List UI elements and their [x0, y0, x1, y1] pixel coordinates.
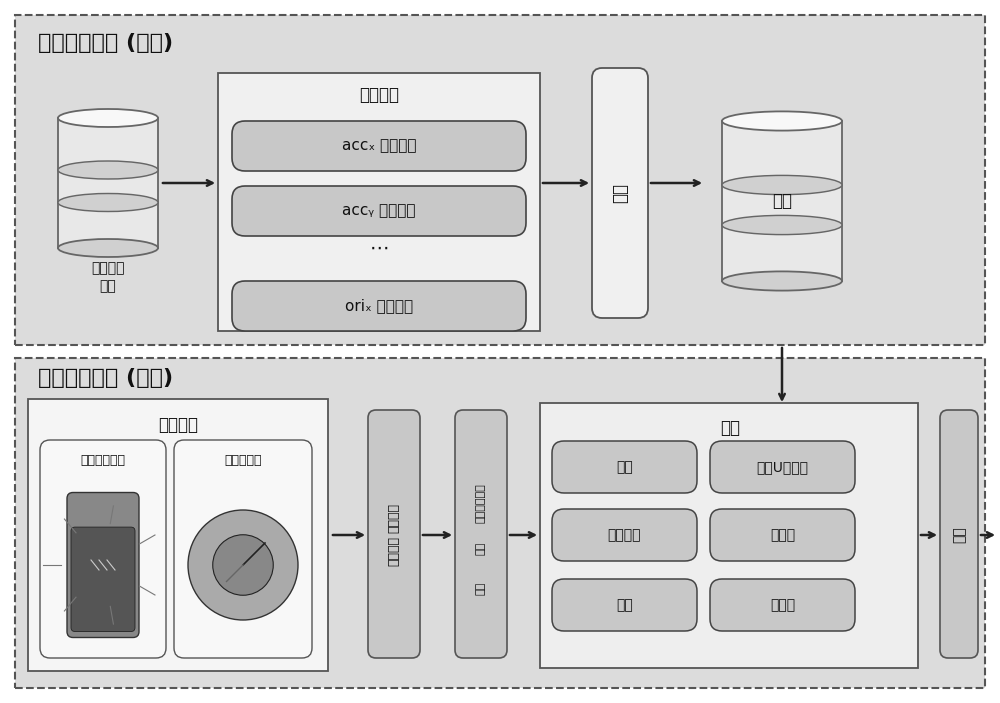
Text: 监控计算: 监控计算 — [388, 536, 400, 566]
Ellipse shape — [722, 174, 842, 195]
FancyBboxPatch shape — [940, 410, 978, 658]
FancyBboxPatch shape — [67, 493, 139, 638]
FancyBboxPatch shape — [71, 527, 135, 631]
FancyBboxPatch shape — [40, 440, 166, 658]
FancyBboxPatch shape — [218, 73, 540, 331]
Text: accₓ 的最大値: accₓ 的最大値 — [342, 138, 416, 153]
FancyBboxPatch shape — [232, 186, 526, 236]
Text: 模型: 模型 — [772, 192, 792, 210]
Text: ⋯: ⋯ — [369, 238, 389, 257]
Text: 加速度传感器: 加速度传感器 — [80, 455, 126, 467]
FancyBboxPatch shape — [592, 68, 648, 318]
Ellipse shape — [722, 176, 842, 195]
FancyBboxPatch shape — [552, 579, 697, 631]
Text: 方向传感器: 方向传感器 — [224, 455, 262, 467]
FancyBboxPatch shape — [15, 15, 985, 345]
Text: 特征提取: 特征提取 — [359, 86, 399, 104]
Ellipse shape — [58, 239, 158, 257]
Text: accᵧ 的最小値: accᵧ 的最小値 — [342, 203, 416, 219]
Ellipse shape — [722, 111, 842, 131]
FancyBboxPatch shape — [232, 121, 526, 171]
Text: 数据感知: 数据感知 — [158, 416, 198, 434]
Text: 侧滑: 侧滑 — [616, 598, 633, 612]
Ellipse shape — [722, 271, 842, 290]
Text: 报警: 报警 — [952, 527, 966, 543]
Ellipse shape — [58, 161, 158, 179]
Text: 急速变向: 急速变向 — [608, 528, 641, 542]
Ellipse shape — [722, 215, 842, 235]
Ellipse shape — [58, 193, 158, 212]
FancyBboxPatch shape — [552, 441, 697, 493]
Circle shape — [188, 510, 298, 620]
Text: 收集到的: 收集到的 — [91, 261, 125, 275]
FancyBboxPatch shape — [455, 410, 507, 658]
Text: 监控驾驶行为 (在线): 监控驾驶行为 (在线) — [38, 368, 173, 388]
Circle shape — [213, 535, 273, 595]
Ellipse shape — [58, 193, 158, 212]
Text: 训练: 训练 — [611, 183, 629, 203]
FancyBboxPatch shape — [174, 440, 312, 658]
Text: 检测: 检测 — [476, 541, 486, 555]
FancyBboxPatch shape — [58, 118, 158, 248]
FancyBboxPatch shape — [552, 509, 697, 561]
FancyBboxPatch shape — [710, 441, 855, 493]
Text: 数据: 数据 — [100, 279, 116, 293]
Ellipse shape — [722, 214, 842, 236]
Ellipse shape — [58, 109, 158, 127]
Text: 急转彏: 急转彏 — [770, 598, 795, 612]
Text: 行为实时: 行为实时 — [388, 503, 400, 533]
FancyBboxPatch shape — [710, 579, 855, 631]
FancyBboxPatch shape — [232, 281, 526, 331]
Text: 急速U型转彏: 急速U型转彏 — [756, 460, 808, 474]
Text: oriₓ 的标准差: oriₓ 的标准差 — [345, 299, 413, 314]
FancyBboxPatch shape — [540, 403, 918, 668]
FancyBboxPatch shape — [368, 410, 420, 658]
Ellipse shape — [58, 160, 158, 180]
FancyBboxPatch shape — [710, 509, 855, 561]
Text: 驾驶行为建模 (离线): 驾驶行为建模 (离线) — [38, 33, 173, 53]
Text: 异常驾驶行为: 异常驾驶行为 — [476, 483, 486, 523]
FancyBboxPatch shape — [722, 121, 842, 281]
Text: 识别: 识别 — [720, 419, 740, 437]
Text: 蛇形: 蛇形 — [616, 460, 633, 474]
FancyBboxPatch shape — [15, 358, 985, 688]
FancyBboxPatch shape — [28, 399, 328, 671]
Text: 切换: 切换 — [476, 581, 486, 595]
Text: 急刺车: 急刺车 — [770, 528, 795, 542]
